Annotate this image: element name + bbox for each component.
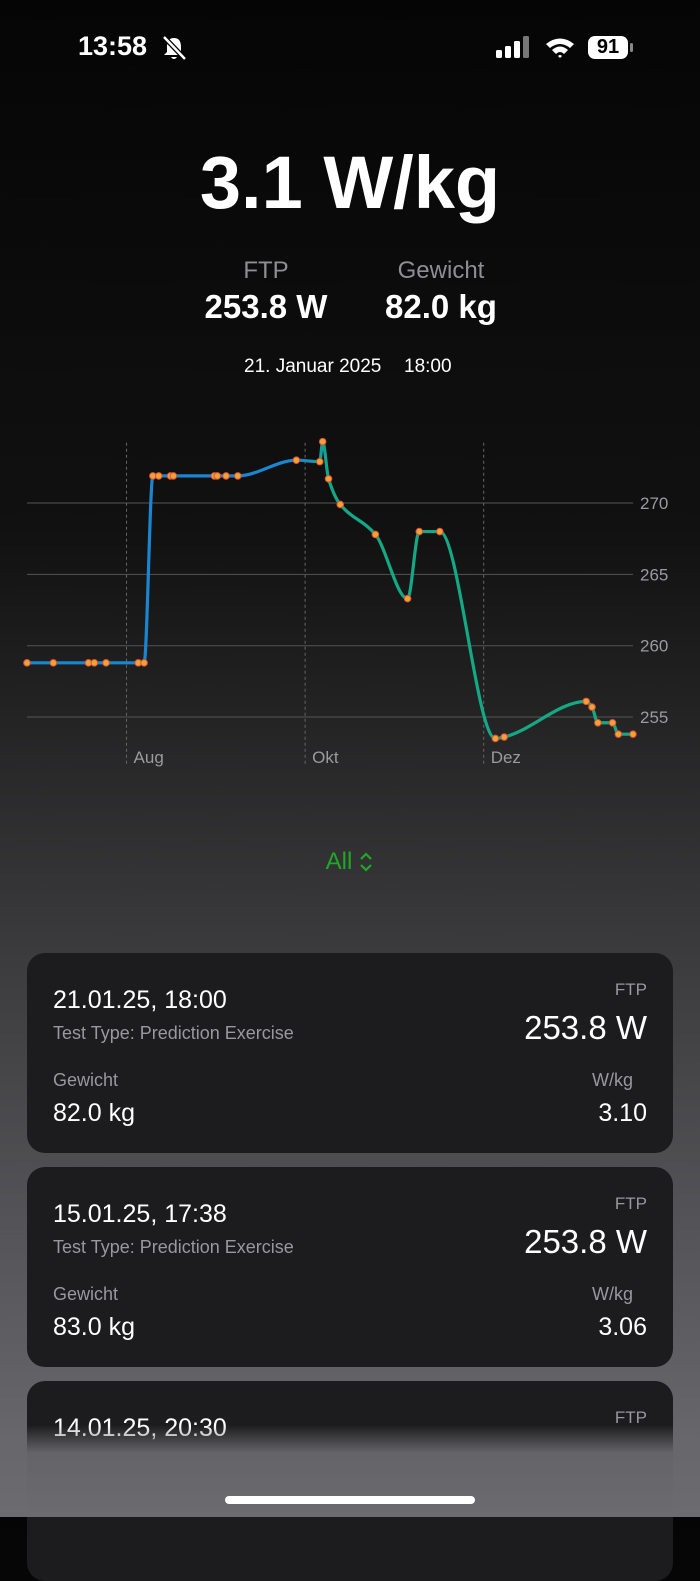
weight-label: Gewicht bbox=[397, 257, 485, 284]
battery-level: 91 bbox=[596, 36, 620, 58]
data-point bbox=[582, 697, 590, 706]
date: 21. Januar 2025 bbox=[244, 356, 382, 377]
weight-label: Gewicht bbox=[53, 1284, 119, 1304]
ftp-chart: 255 260 265 270 Aug Okt Dez bbox=[23, 437, 668, 767]
test-type: Test Type: Prediction Exercise bbox=[53, 1023, 294, 1043]
data-point bbox=[90, 659, 99, 667]
data-point bbox=[315, 457, 324, 466]
weight-value: 82.0 kg bbox=[53, 1099, 136, 1127]
data-point bbox=[629, 730, 637, 738]
data-point bbox=[588, 703, 596, 711]
headline: 3.1 W/kg bbox=[199, 141, 501, 224]
wkg-value: 3.06 bbox=[598, 1313, 647, 1341]
data-point bbox=[491, 734, 500, 743]
range-label: All bbox=[325, 848, 353, 875]
y-tick-label: 265 bbox=[640, 565, 668, 584]
data-point bbox=[500, 733, 508, 741]
data-point bbox=[23, 659, 31, 667]
data-point bbox=[594, 718, 602, 727]
ftp-label: FTP bbox=[614, 1408, 647, 1427]
data-point bbox=[608, 718, 617, 727]
y-tick-label: 255 bbox=[640, 708, 668, 727]
x-tick-label: Aug bbox=[134, 748, 164, 767]
mute-icon bbox=[162, 35, 187, 61]
data-point bbox=[403, 594, 412, 603]
test-type: Test Type: Prediction Exercise bbox=[53, 1237, 294, 1257]
data-point bbox=[154, 472, 163, 480]
ftp-value: 253.8 W bbox=[524, 1223, 647, 1260]
ftp-label: FTP bbox=[243, 257, 289, 284]
y-tick-label: 260 bbox=[640, 637, 668, 656]
weight-value: 83.0 kg bbox=[53, 1313, 136, 1341]
home-indicator bbox=[225, 1496, 475, 1504]
data-point bbox=[435, 527, 444, 536]
ftp-label: FTP bbox=[614, 980, 647, 999]
ftp-value: 253.8 W bbox=[524, 1009, 647, 1046]
weight-label: Gewicht bbox=[53, 1070, 119, 1090]
data-point bbox=[233, 472, 242, 480]
status-time: 13:58 bbox=[78, 31, 148, 61]
data-point bbox=[222, 472, 230, 480]
data-point bbox=[415, 527, 424, 536]
wkg-label: W/kg bbox=[591, 1284, 633, 1304]
chevron-icon bbox=[360, 852, 373, 872]
x-tick-label: Okt bbox=[312, 748, 339, 767]
data-point bbox=[324, 474, 333, 483]
wkg-label: W/kg bbox=[591, 1070, 633, 1090]
data-point bbox=[49, 659, 58, 667]
data-point bbox=[336, 500, 345, 509]
card-date: 21.01.25, 18:00 bbox=[53, 986, 227, 1014]
data-point bbox=[371, 530, 380, 539]
weight-value: 82.0 kg bbox=[385, 288, 497, 325]
data-point bbox=[102, 659, 110, 667]
status-icons bbox=[496, 36, 633, 59]
range-picker[interactable]: All bbox=[300, 846, 400, 878]
card-date: 15.01.25, 17:38 bbox=[53, 1200, 227, 1228]
ftp-line bbox=[26, 440, 633, 741]
data-point bbox=[292, 456, 301, 465]
data-point bbox=[169, 472, 178, 480]
data-point bbox=[140, 659, 148, 667]
wkg-value: 3.10 bbox=[598, 1099, 647, 1127]
data-point bbox=[318, 437, 327, 446]
data-point bbox=[614, 730, 623, 738]
data-point bbox=[213, 472, 222, 480]
history-card[interactable]: 21.01.25, 18:00 Test Type: Prediction Exe… bbox=[27, 953, 673, 1153]
y-tick-label: 270 bbox=[640, 494, 668, 513]
ftp-label: FTP bbox=[614, 1194, 647, 1213]
x-tick-label: Dez bbox=[491, 748, 521, 767]
history-card[interactable]: 15.01.25, 17:38 Test Type: Prediction Exe… bbox=[27, 1167, 673, 1367]
ftp-value: 253.8 W bbox=[204, 288, 328, 325]
time: 18:00 bbox=[404, 356, 452, 377]
